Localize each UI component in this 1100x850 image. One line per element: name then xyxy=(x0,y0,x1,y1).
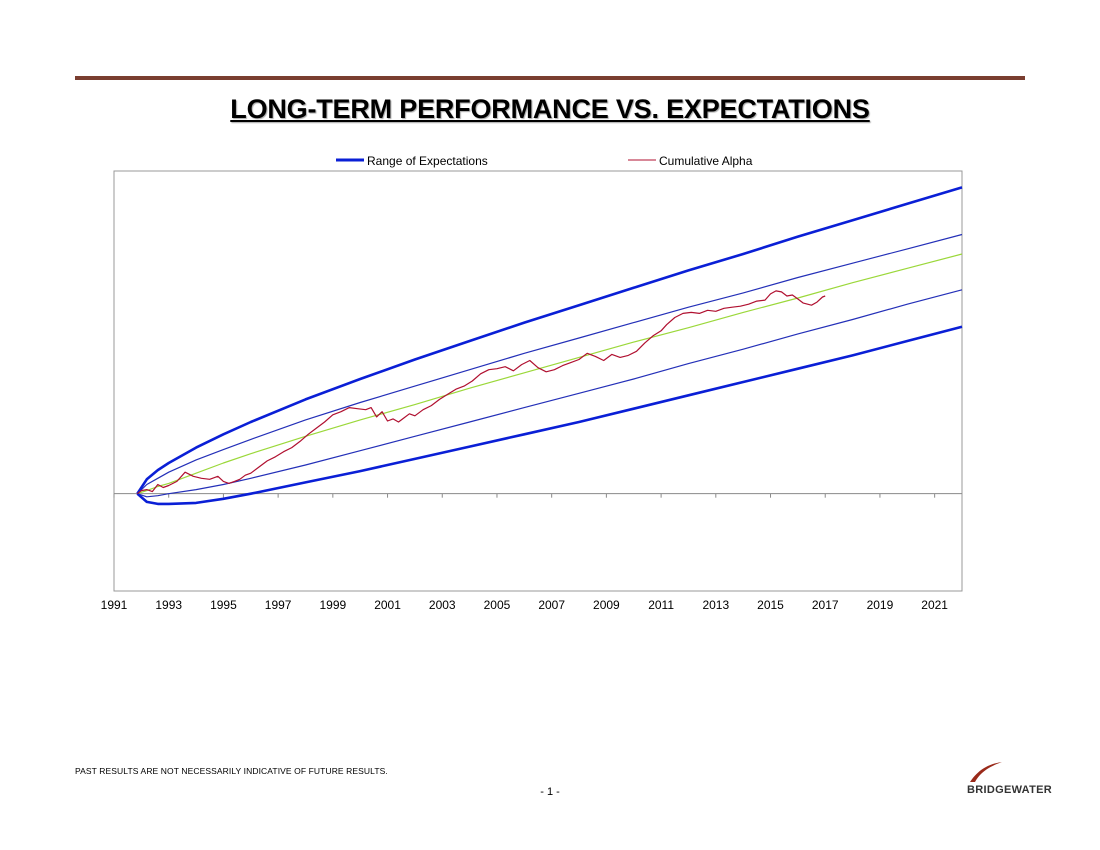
page-number: - 1 - xyxy=(540,786,560,798)
plot-layer xyxy=(113,186,963,506)
legend-label-range: Range of Expectations xyxy=(367,154,488,168)
x-tick-label: 2001 xyxy=(374,598,401,612)
bridgewater-logo: BRIDGEWATER xyxy=(962,760,1052,800)
logo-mark-icon xyxy=(970,762,1002,782)
legend-label-alpha: Cumulative Alpha xyxy=(659,154,753,168)
x-tick-label: 2021 xyxy=(921,598,948,612)
series-range-inner-lower xyxy=(137,289,963,498)
top-rule xyxy=(75,76,1025,80)
series-range-outer-upper xyxy=(136,186,963,495)
series-expected-line xyxy=(137,253,963,495)
x-tick-label: 2005 xyxy=(484,598,511,612)
disclaimer: PAST RESULTS ARE NOT NECESSARILY INDICAT… xyxy=(75,766,388,776)
x-tick-label: 1993 xyxy=(155,598,182,612)
page-title: LONG-TERM PERFORMANCE VS. EXPECTATIONS xyxy=(230,94,870,124)
series-cumulative-alpha xyxy=(136,290,826,495)
x-axis-ticks: 1991 1993 1995 1997 1999 2001 2003 2005 2007 2009… xyxy=(101,598,949,612)
x-tick-label: 1991 xyxy=(101,598,128,612)
x-tick-label: 2013 xyxy=(702,598,729,612)
x-tick-label: 1997 xyxy=(265,598,292,612)
x-tick-label: 2007 xyxy=(538,598,565,612)
x-tick-label: 2019 xyxy=(867,598,894,612)
x-tick-label: 1999 xyxy=(319,598,346,612)
plot-frame xyxy=(113,170,963,592)
x-tick-label: 2003 xyxy=(429,598,456,612)
x-tick-label: 1995 xyxy=(210,598,237,612)
x-tick-label: 2011 xyxy=(648,598,674,612)
logo-text: BRIDGEWATER xyxy=(967,784,1052,796)
series-range-inner-upper xyxy=(136,233,963,495)
series-range-outer-lower xyxy=(136,325,963,506)
x-tick-label: 2015 xyxy=(757,598,784,612)
x-tick-label: 2009 xyxy=(593,598,620,612)
x-tick-label: 2017 xyxy=(812,598,839,612)
